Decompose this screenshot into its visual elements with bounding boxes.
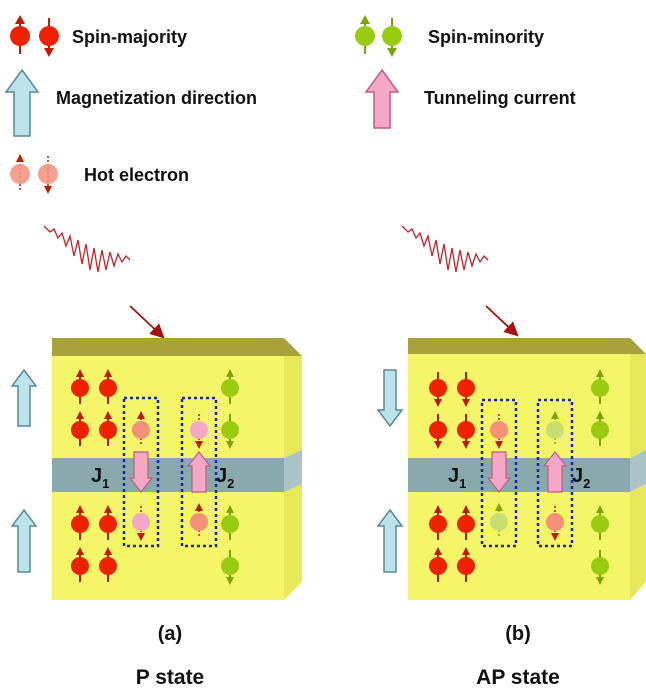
laser-beam-b (485, 305, 519, 337)
j1-label-b: J1 (448, 465, 466, 491)
tunneling-arrow-1-b (486, 451, 512, 493)
hot-electrons-a (132, 411, 208, 541)
j2-label-b: J2 (572, 465, 590, 491)
spin-minority-electrons-a (221, 369, 239, 585)
legend: Spin-majority Spin-minority Magnetizatio… (4, 15, 576, 194)
legend-tunneling-label: Tunneling current (424, 88, 576, 108)
tunneling-current-arrow-icon (364, 68, 400, 129)
panel-letter-a: (a) (158, 623, 182, 645)
laser-pulse-a (43, 225, 131, 273)
laser-pulse-b (401, 225, 489, 273)
spin-majority-electrons-a (71, 369, 117, 582)
side-bottom-a (284, 484, 302, 600)
panel-state-a: P state (136, 666, 205, 689)
j2-label-a: J2 (216, 465, 234, 491)
barrier-b (408, 458, 630, 492)
side-top-b (630, 354, 646, 458)
ferromagnet-top-b (408, 354, 630, 458)
spin-majority-icon (10, 15, 59, 57)
panel-state-b: AP state (476, 666, 560, 689)
tunneling-channel-1-a (122, 396, 160, 548)
spin-minority-electrons-b (591, 369, 609, 585)
hot-electrons-b (490, 411, 564, 541)
side-bottom-b (630, 484, 646, 600)
legend-spin-majority-label: Spin-majority (72, 27, 187, 47)
spin-majority-electrons-b (429, 372, 475, 582)
spin-minority-icon (355, 15, 402, 57)
magnetization-top-arrow-a (10, 368, 38, 427)
magnetization-bottom-arrow-a (10, 508, 38, 573)
j1-label-a: J1 (91, 465, 109, 491)
tunneling-channel-2-a (180, 396, 218, 548)
barrier-side-b (630, 450, 646, 492)
tunneling-arrow-2-b (542, 451, 568, 493)
magnetization-arrow-icon (4, 68, 40, 137)
laser-beam-a (129, 305, 165, 339)
barrier-a (52, 458, 284, 492)
legend-hot-electron-label: Hot electron (84, 165, 189, 185)
top-face-b (408, 338, 646, 354)
legend-spin-minority-label: Spin-minority (428, 27, 544, 47)
hot-electron-icon (10, 154, 58, 194)
top-face-a (52, 338, 302, 356)
magnetization-top-arrow-b (376, 369, 404, 428)
panel-a: J1 J2 (a) P state (10, 225, 302, 689)
ferromagnet-bottom-b (408, 492, 630, 600)
panel-b: J1 J2 (b) AP state (376, 225, 646, 689)
ferromagnet-top-a (52, 356, 284, 458)
panel-letter-b: (b) (505, 623, 531, 645)
tunneling-arrow-2-a (186, 451, 212, 493)
legend-magnetization-label: Magnetization direction (56, 88, 257, 108)
ferromagnet-bottom-a (52, 492, 284, 600)
magnetization-bottom-arrow-b (376, 508, 404, 573)
side-top-a (284, 356, 302, 458)
tunneling-arrow-1-a (128, 451, 154, 493)
barrier-side-a (284, 450, 302, 492)
